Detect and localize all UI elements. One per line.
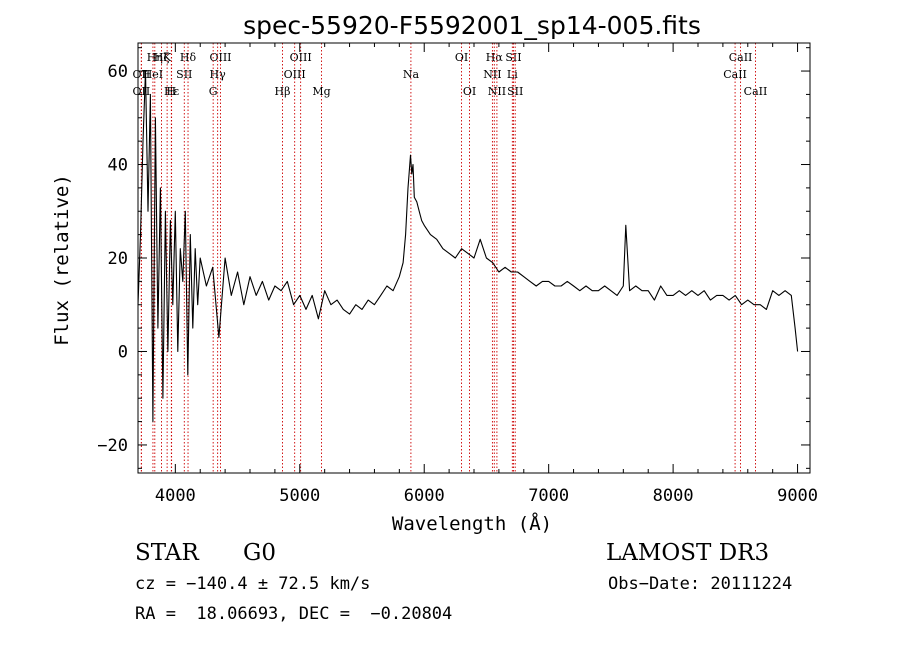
y-tick-label-4: 60 [108,62,128,82]
line-label-middle-4: OIII [284,68,306,81]
obs-date-text: Obs−Date: 20111224 [608,574,793,594]
coordinates-text: RA = 18.06693, DEC = −0.20804 [135,604,453,624]
y-axis-label: Flux (relative) [51,174,73,346]
x-tick-label-1: 5000 [279,486,320,506]
line-label-upper-5: OIII [290,51,312,64]
spectrum-line [137,70,799,423]
object-class: STAR [135,540,199,566]
line-label-upper-6: OI [455,51,468,64]
line-label-upper-3: Hδ [180,51,197,64]
y-tick-label-3: 40 [108,156,128,176]
chart-title: spec-55920-F5592001_sp14-005.fits [243,11,701,40]
line-label-upper-8: SII [505,51,521,64]
line-label-middle-6: NII [483,68,501,81]
line-label-lower-4: Hβ [275,85,291,98]
line-label-lower-1: Hε [164,85,180,98]
line-label-middle-3: Hγ [210,68,227,81]
survey-name: LAMOST DR3 [606,540,770,566]
line-label-lower-8: SII [507,85,523,98]
y-tick-label-2: 20 [108,249,128,269]
line-label-middle-2: SII [176,68,192,81]
line-label-lower-3: G [209,85,218,98]
x-tick-label-5: 9000 [777,486,818,506]
x-tick-label-0: 4000 [155,486,196,506]
line-label-upper-7: Hα [486,51,504,64]
x-tick-label-3: 7000 [528,486,569,506]
line-label-middle-8: CaII [723,68,747,81]
x-tick-label-2: 6000 [404,486,445,506]
line-label-upper-4: OIII [209,51,231,64]
y-axis-ticks: −20 0 20 40 60 [97,47,810,469]
redshift-text: cz = −140.4 ± 72.5 km/s [135,574,371,594]
y-tick-label-0: −20 [97,436,128,456]
line-label-lower-9: CaII [744,85,768,98]
spectrum-series [137,70,799,423]
line-label-middle-1: HeI [143,68,163,81]
line-label-middle-5: Na [403,68,420,81]
x-axis-label: Wavelength (Å) [392,512,552,535]
line-label-lower-0: OII [133,85,151,98]
line-label-upper-2: K [163,51,172,64]
y-tick-label-1: 0 [118,342,128,362]
line-label-lower-2: H [167,85,177,98]
x-axis-ticks: 4000 5000 6000 7000 8000 9000 [155,43,818,506]
line-label-lower-7: NII [488,85,506,98]
line-label-lower-5: Mg [312,85,330,98]
line-label-upper-9: CaII [729,51,753,64]
line-label-lower-6: OI [463,85,476,98]
x-tick-label-4: 8000 [653,486,694,506]
line-label-upper-0: Hη [147,51,163,64]
line-label-upper-1: Hζ [154,51,170,64]
line-label-middle-7: Li [507,68,518,81]
object-subclass: G0 [243,540,277,566]
